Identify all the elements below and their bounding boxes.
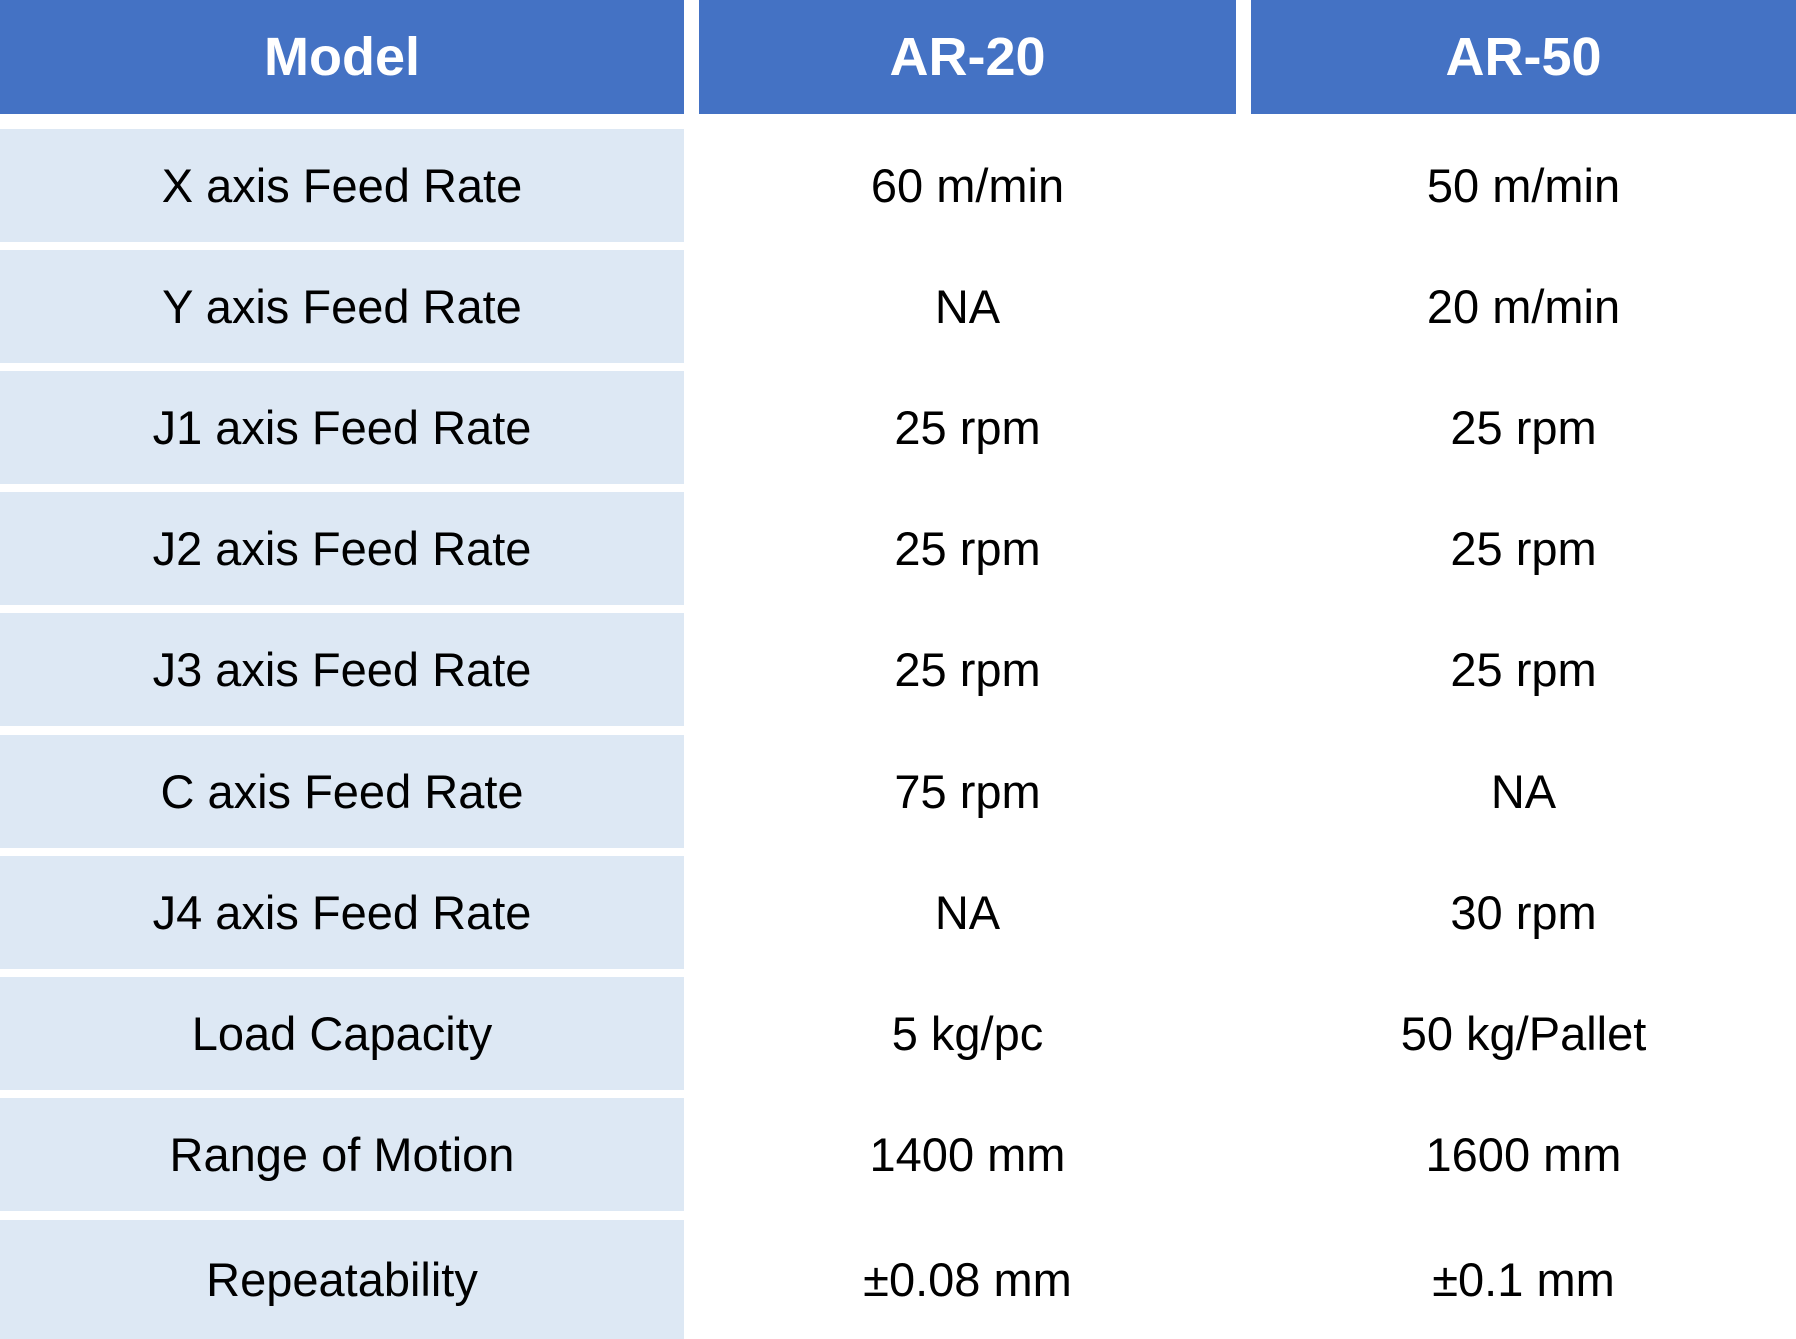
table-row: C axis Feed Rate 75 rpm NA: [0, 735, 1796, 848]
table-row: X axis Feed Rate 60 m/min 50 m/min: [0, 129, 1796, 242]
row-label: J1 axis Feed Rate: [0, 371, 684, 484]
ar50-value: 50 kg/Pallet: [1251, 977, 1796, 1090]
ar50-value: 25 rpm: [1251, 492, 1796, 605]
row-label: C axis Feed Rate: [0, 735, 684, 848]
header-ar20-cell: AR-20: [699, 0, 1236, 114]
table-row: J1 axis Feed Rate 25 rpm 25 rpm: [0, 371, 1796, 484]
ar50-value: 50 m/min: [1251, 129, 1796, 242]
row-label: J4 axis Feed Rate: [0, 856, 684, 969]
table-row: Load Capacity 5 kg/pc 50 kg/Pallet: [0, 977, 1796, 1090]
ar20-value: ±0.08 mm: [699, 1220, 1236, 1339]
ar20-value: NA: [699, 250, 1236, 363]
ar20-value: 75 rpm: [699, 735, 1236, 848]
table-row: J3 axis Feed Rate 25 rpm 25 rpm: [0, 613, 1796, 726]
ar50-value: NA: [1251, 735, 1796, 848]
header-ar50-cell: AR-50: [1251, 0, 1796, 114]
table-row: J4 axis Feed Rate NA 30 rpm: [0, 856, 1796, 969]
row-label: Repeatability: [0, 1220, 684, 1339]
row-label: J2 axis Feed Rate: [0, 492, 684, 605]
ar20-value: 25 rpm: [699, 492, 1236, 605]
ar50-value: 25 rpm: [1251, 613, 1796, 726]
table-row: Range of Motion 1400 mm 1600 mm: [0, 1098, 1796, 1211]
table-row: J2 axis Feed Rate 25 rpm 25 rpm: [0, 492, 1796, 605]
ar50-value: 20 m/min: [1251, 250, 1796, 363]
ar20-value: 1400 mm: [699, 1098, 1236, 1211]
ar50-value: 25 rpm: [1251, 371, 1796, 484]
ar50-value: ±0.1 mm: [1251, 1220, 1796, 1339]
ar20-value: 25 rpm: [699, 371, 1236, 484]
ar20-value: 25 rpm: [699, 613, 1236, 726]
ar20-value: 5 kg/pc: [699, 977, 1236, 1090]
row-label: Load Capacity: [0, 977, 684, 1090]
row-label: J3 axis Feed Rate: [0, 613, 684, 726]
row-label: Y axis Feed Rate: [0, 250, 684, 363]
ar50-value: 1600 mm: [1251, 1098, 1796, 1211]
row-label: Range of Motion: [0, 1098, 684, 1211]
row-label: X axis Feed Rate: [0, 129, 684, 242]
ar50-value: 30 rpm: [1251, 856, 1796, 969]
ar20-value: 60 m/min: [699, 129, 1236, 242]
table-row: Repeatability ±0.08 mm ±0.1 mm: [0, 1220, 1796, 1339]
header-model-cell: Model: [0, 0, 684, 114]
table-row: Y axis Feed Rate NA 20 m/min: [0, 250, 1796, 363]
ar20-value: NA: [699, 856, 1236, 969]
